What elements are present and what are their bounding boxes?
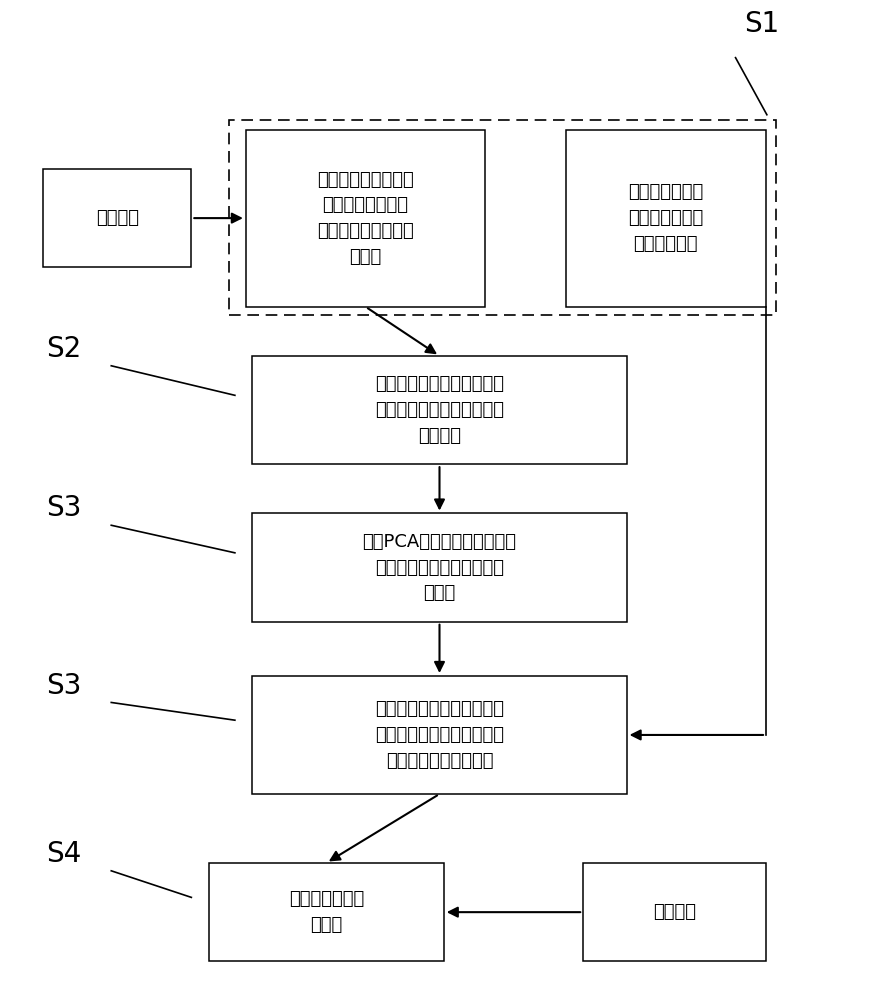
FancyBboxPatch shape xyxy=(565,130,765,307)
FancyBboxPatch shape xyxy=(209,863,443,961)
Text: 运用PCA方法计算由原始评价
模型的各变量降维组合而成
的主元: 运用PCA方法计算由原始评价 模型的各变量降维组合而成 的主元 xyxy=(362,533,516,602)
Text: S3: S3 xyxy=(46,494,82,522)
Text: 采集超声各标定试块
在不同水声距的回
波，利用回波计算衰
减系数: 采集超声各标定试块 在不同水声距的回 波，利用回波计算衰 减系数 xyxy=(317,171,414,266)
FancyBboxPatch shape xyxy=(582,863,765,961)
Text: 标定试块: 标定试块 xyxy=(96,209,139,227)
FancyBboxPatch shape xyxy=(43,169,191,267)
Text: 用金相法得到标
定及测试试块的
平均晶粒尺寸: 用金相法得到标 定及测试试块的 平均晶粒尺寸 xyxy=(628,183,702,253)
Text: S1: S1 xyxy=(743,10,779,38)
Text: S4: S4 xyxy=(46,840,81,868)
Text: S3: S3 xyxy=(46,672,82,700)
Text: 各主元回归估计模型的参数
从而建立剔除水声距影响的
晶粒尺寸隐式评价模型: 各主元回归估计模型的参数 从而建立剔除水声距影响的 晶粒尺寸隐式评价模型 xyxy=(375,700,503,770)
FancyBboxPatch shape xyxy=(252,513,626,622)
FancyBboxPatch shape xyxy=(246,130,485,307)
Text: S2: S2 xyxy=(46,335,81,363)
Text: 测试试块: 测试试块 xyxy=(652,903,695,921)
FancyBboxPatch shape xyxy=(252,356,626,464)
FancyBboxPatch shape xyxy=(252,676,626,794)
Text: 评价模型的应用
及验证: 评价模型的应用 及验证 xyxy=(288,890,363,934)
Text: 初步数据分析确定剔除水声
距影响的晶粒尺寸原始评价
模型结构: 初步数据分析确定剔除水声 距影响的晶粒尺寸原始评价 模型结构 xyxy=(375,375,503,445)
